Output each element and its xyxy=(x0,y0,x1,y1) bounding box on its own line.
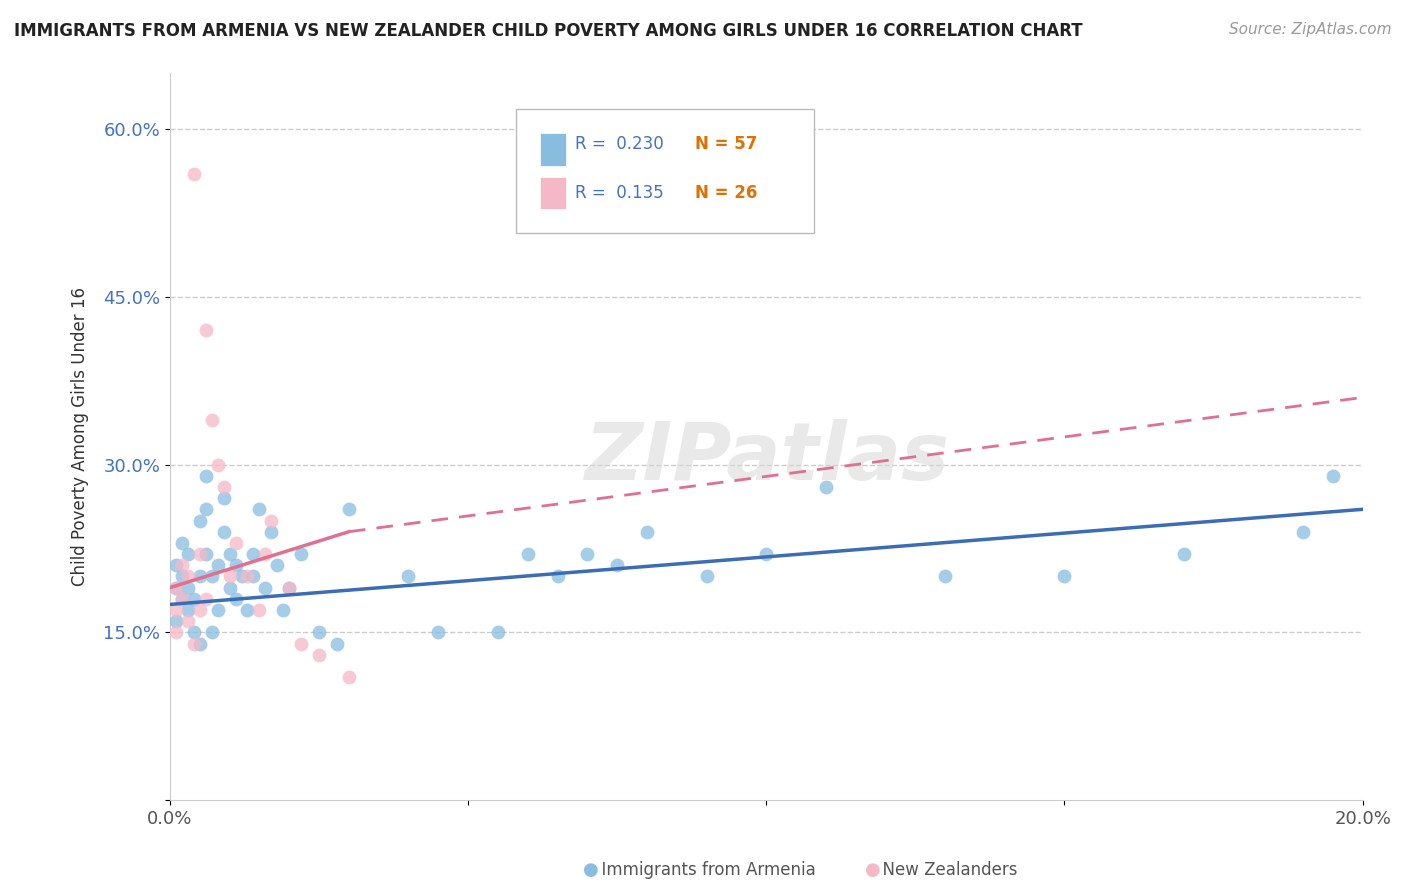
Point xyxy=(177,603,200,617)
Point xyxy=(290,547,312,561)
Point xyxy=(236,569,259,583)
Point xyxy=(814,480,837,494)
Point xyxy=(290,637,312,651)
Point xyxy=(188,637,211,651)
Point xyxy=(201,569,224,583)
Text: IMMIGRANTS FROM ARMENIA VS NEW ZEALANDER CHILD POVERTY AMONG GIRLS UNDER 16 CORR: IMMIGRANTS FROM ARMENIA VS NEW ZEALANDER… xyxy=(14,22,1083,40)
Text: Source: ZipAtlas.com: Source: ZipAtlas.com xyxy=(1229,22,1392,37)
Point xyxy=(254,581,277,595)
Point xyxy=(516,547,538,561)
Point xyxy=(337,670,360,684)
Point xyxy=(177,569,200,583)
Point xyxy=(308,648,330,662)
Point xyxy=(183,591,205,606)
Point xyxy=(1292,524,1315,539)
Point xyxy=(337,502,360,516)
Point xyxy=(165,581,187,595)
Point xyxy=(183,625,205,640)
Point xyxy=(188,569,211,583)
Point xyxy=(207,603,229,617)
Point xyxy=(242,569,264,583)
Point xyxy=(212,491,235,505)
Point xyxy=(165,603,187,617)
Text: New Zealanders: New Zealanders xyxy=(872,861,1017,879)
Point xyxy=(188,603,211,617)
Point xyxy=(398,569,420,583)
Point xyxy=(194,323,217,337)
Text: ●: ● xyxy=(583,861,599,879)
Point xyxy=(188,514,211,528)
Point xyxy=(1322,468,1344,483)
Point xyxy=(207,458,229,472)
Point xyxy=(194,502,217,516)
Point xyxy=(606,558,628,573)
Point xyxy=(231,569,253,583)
Point xyxy=(165,558,187,573)
Text: ZIPatlas: ZIPatlas xyxy=(583,419,949,498)
Point xyxy=(170,536,193,550)
Point xyxy=(225,536,247,550)
Point xyxy=(249,502,271,516)
Point xyxy=(170,591,193,606)
Point xyxy=(177,614,200,628)
Point xyxy=(218,581,240,595)
Text: Immigrants from Armenia: Immigrants from Armenia xyxy=(591,861,815,879)
Text: N = 26: N = 26 xyxy=(695,184,756,202)
Text: R =  0.230: R = 0.230 xyxy=(575,135,664,153)
Text: N = 57: N = 57 xyxy=(695,135,756,153)
Text: ●: ● xyxy=(865,861,880,879)
Point xyxy=(188,547,211,561)
Point xyxy=(260,514,283,528)
Point xyxy=(260,524,283,539)
Point xyxy=(194,468,217,483)
Point xyxy=(165,581,187,595)
Point xyxy=(755,547,778,561)
Point xyxy=(212,524,235,539)
Point xyxy=(427,625,450,640)
Point xyxy=(249,603,271,617)
Point xyxy=(278,581,301,595)
Point xyxy=(183,637,205,651)
Point xyxy=(326,637,349,651)
FancyBboxPatch shape xyxy=(516,110,814,233)
Point xyxy=(201,625,224,640)
Point xyxy=(194,547,217,561)
Point xyxy=(183,167,205,181)
Point xyxy=(170,591,193,606)
Point xyxy=(254,547,277,561)
Point xyxy=(486,625,509,640)
Text: R =  0.135: R = 0.135 xyxy=(575,184,664,202)
FancyBboxPatch shape xyxy=(540,133,565,166)
Point xyxy=(576,547,599,561)
Point xyxy=(218,569,240,583)
Point xyxy=(207,558,229,573)
Point xyxy=(218,547,240,561)
Point xyxy=(1053,569,1076,583)
Point xyxy=(170,569,193,583)
Point xyxy=(547,569,569,583)
Point xyxy=(177,547,200,561)
Point xyxy=(170,558,193,573)
Point xyxy=(266,558,288,573)
Point xyxy=(225,558,247,573)
Point xyxy=(177,581,200,595)
Point xyxy=(242,547,264,561)
Y-axis label: Child Poverty Among Girls Under 16: Child Poverty Among Girls Under 16 xyxy=(72,287,89,586)
Point xyxy=(194,591,217,606)
Point xyxy=(165,625,187,640)
FancyBboxPatch shape xyxy=(540,177,565,210)
Point xyxy=(225,591,247,606)
Point xyxy=(165,614,187,628)
Point xyxy=(636,524,658,539)
Point xyxy=(271,603,294,617)
Point xyxy=(696,569,718,583)
Point xyxy=(212,480,235,494)
Point xyxy=(278,581,301,595)
Point xyxy=(308,625,330,640)
Point xyxy=(201,413,224,427)
Point xyxy=(1173,547,1195,561)
Point xyxy=(934,569,956,583)
Point xyxy=(236,603,259,617)
